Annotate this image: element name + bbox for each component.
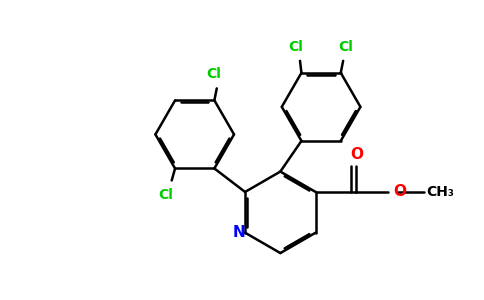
- Text: CH₃: CH₃: [426, 185, 454, 199]
- Text: Cl: Cl: [338, 40, 353, 54]
- Text: O: O: [393, 184, 406, 200]
- Text: Cl: Cl: [158, 188, 173, 202]
- Text: O: O: [350, 147, 363, 162]
- Text: Cl: Cl: [206, 67, 221, 81]
- Text: N: N: [232, 225, 245, 240]
- Text: Cl: Cl: [288, 40, 302, 54]
